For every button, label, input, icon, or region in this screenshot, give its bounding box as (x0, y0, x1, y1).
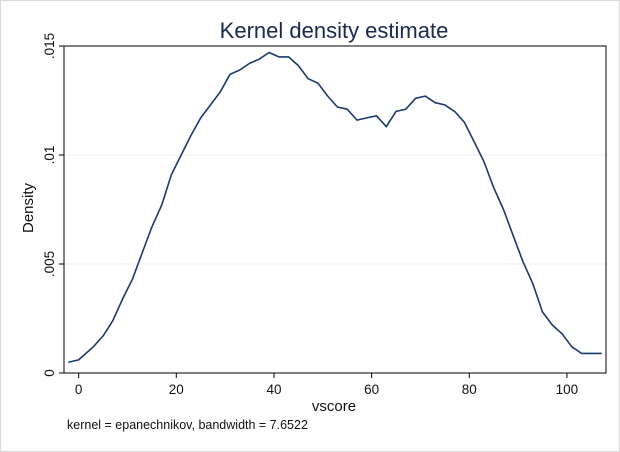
x-axis-ticks: 0 20 40 60 80 100 (75, 373, 578, 397)
y-axis-ticks: 0 .005 .01 .015 (42, 33, 64, 377)
series-layer (68, 51, 602, 363)
chart-note: kernel = epanechnikov, bandwidth = 7.652… (67, 418, 308, 432)
x-tick-label-0: 0 (75, 382, 83, 397)
y-tick-label-1: .005 (42, 251, 57, 277)
plot-area (63, 45, 607, 374)
x-tick-label-4: 80 (462, 382, 477, 397)
x-tick-label-3: 60 (364, 382, 379, 397)
x-tick-label-5: 100 (556, 382, 579, 397)
x-axis-title: vscore (312, 398, 356, 415)
y-axis-title: Density (20, 182, 37, 233)
y-tick-label-3: .015 (42, 33, 57, 59)
density-line-0 (68, 51, 602, 363)
y-tick-label-2: .01 (42, 146, 57, 165)
x-tick-label-2: 40 (266, 382, 281, 397)
y-tick-label-0: 0 (42, 369, 57, 377)
chart-title: Kernel density estimate (220, 18, 449, 43)
gridlines (64, 45, 606, 374)
x-tick-label-1: 20 (169, 382, 184, 397)
